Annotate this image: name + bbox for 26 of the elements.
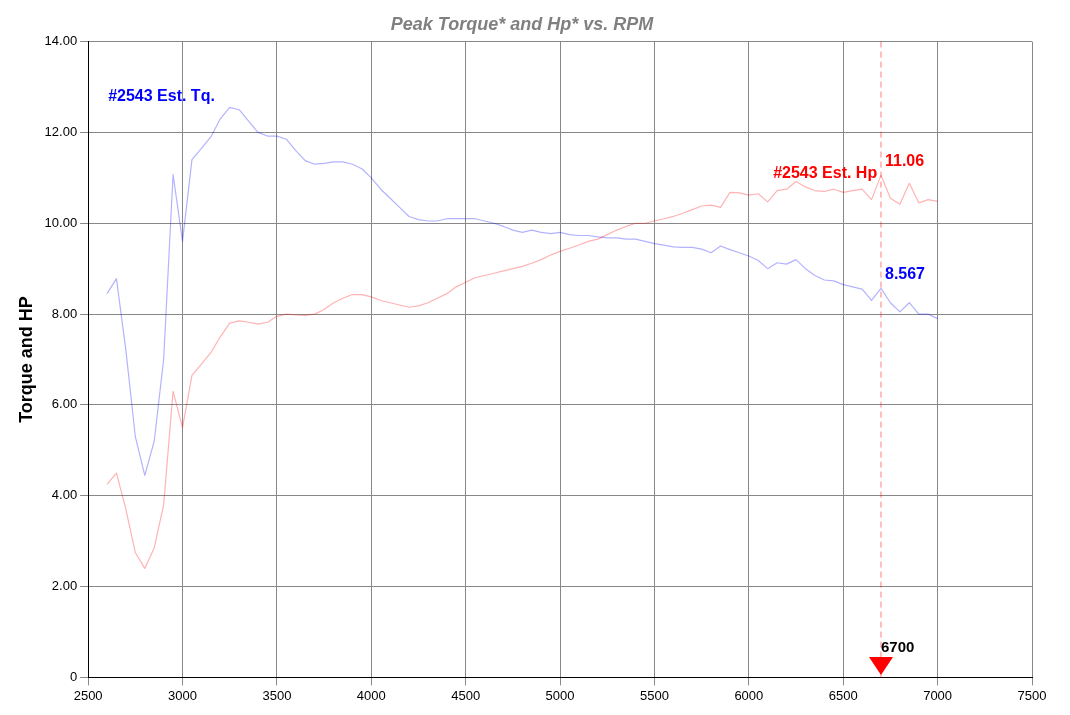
y-tick-label: 6.00 [51,396,78,412]
x-tick-label: 6000 [734,687,764,703]
x-tick-label: 2500 [73,687,103,703]
series-label: #2543 Est. Hp [773,163,878,181]
chart-title: Peak Torque* and Hp* vs. RPM [390,13,655,34]
x-tick-label: 3500 [262,687,292,703]
x-tick-label: 7500 [1017,687,1047,703]
y-tick-label: 14.00 [44,33,78,49]
y-tick-label: 2.00 [51,578,78,594]
y-tick-label: 12.00 [44,124,78,140]
x-tick-label: 6500 [828,687,858,703]
ref-line-label: 6700 [880,638,915,656]
y-tick-label: 8.00 [51,305,78,321]
annotation: 11.06 [884,151,925,169]
x-tick-label: 3000 [168,687,197,703]
annotation: 8.567 [884,264,926,282]
y-axis-title: Torque and HP [15,296,36,423]
x-tick-label: 5000 [545,687,575,703]
x-tick-label: 4000 [356,687,386,703]
x-tick-label: 5500 [639,687,669,703]
series-label: #2543 Est. Tq. [108,86,215,104]
y-tick-label: 4.00 [51,487,78,503]
x-tick-label: 7000 [923,687,953,703]
y-tick-label: 0 [69,668,78,684]
y-tick-label: 10.00 [44,214,78,230]
x-tick-label: 4500 [451,687,481,703]
